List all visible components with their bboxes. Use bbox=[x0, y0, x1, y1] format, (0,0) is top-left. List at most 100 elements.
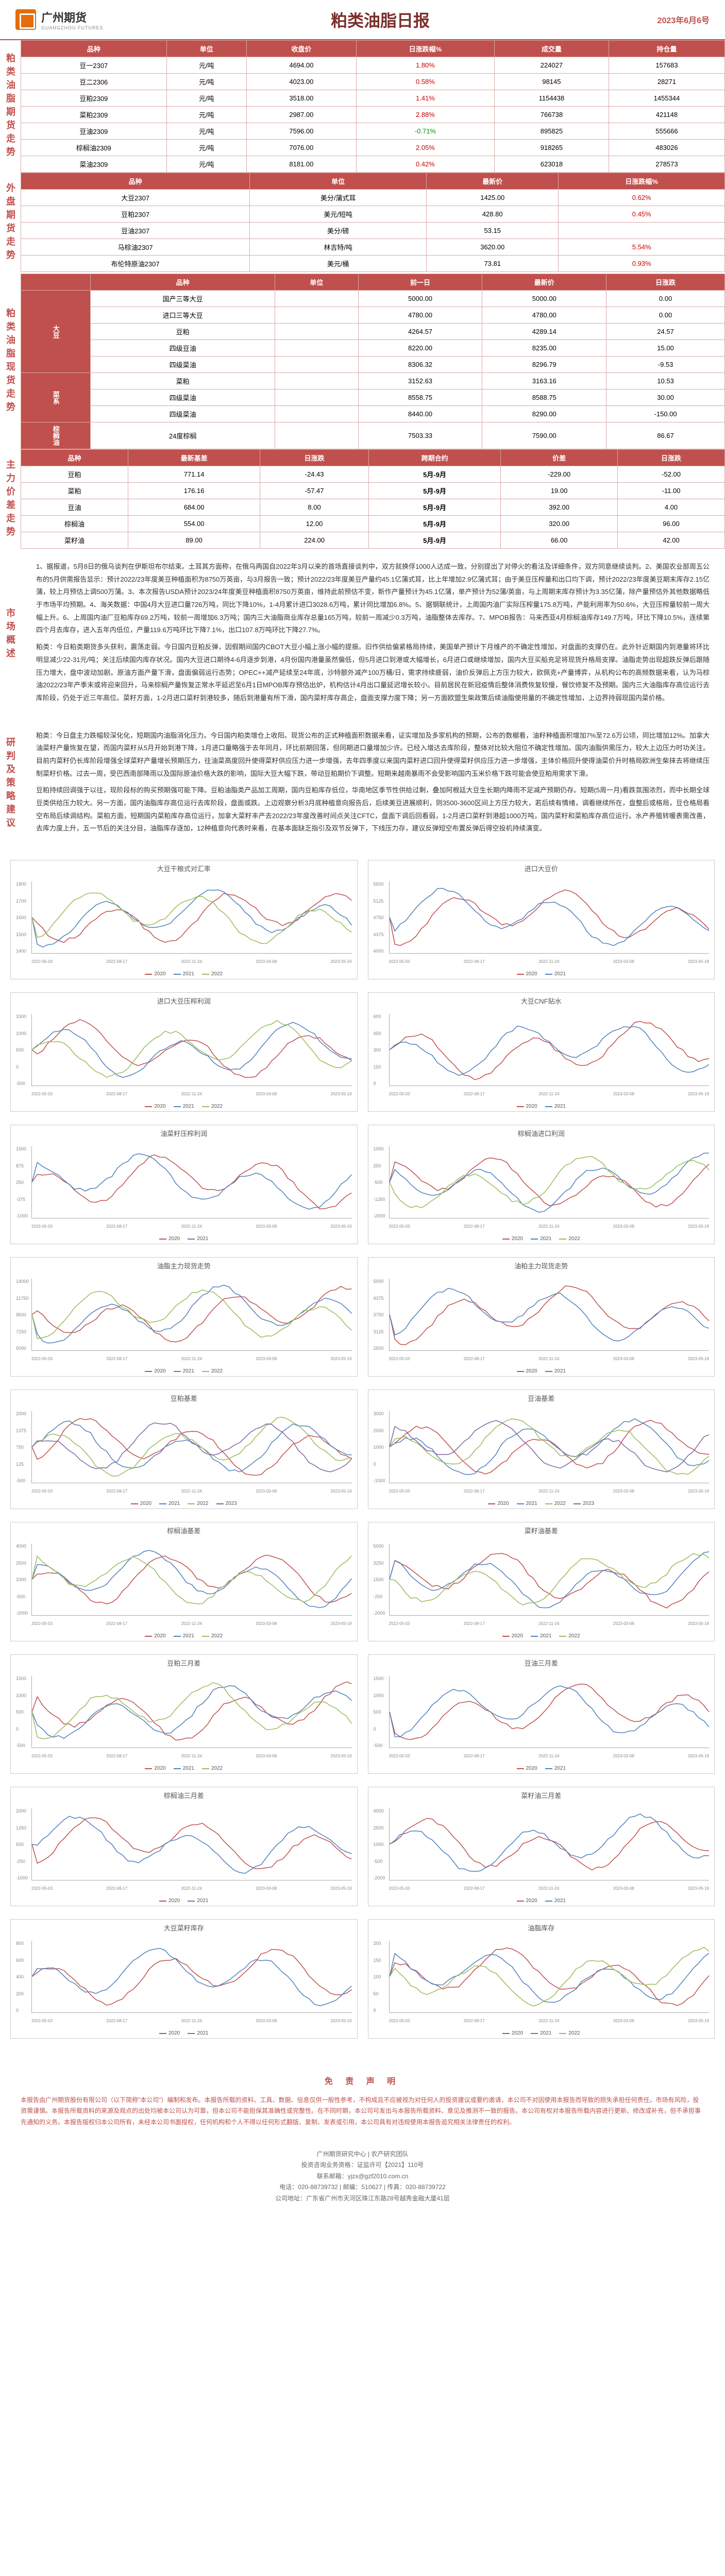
y-axis: 150010005000-500 bbox=[374, 1676, 384, 1748]
y-axis: 6004503001500 bbox=[374, 1014, 381, 1086]
table-row: 菜籽油89.00224.005月-9月66.0042.00 bbox=[21, 532, 725, 549]
chart-box: 油脂库存 200150100500 2022-05-032022-08-1720… bbox=[368, 1919, 715, 2039]
table-row: 豆粕4264.574289.1424.57 bbox=[21, 324, 725, 340]
y-axis: 150010005000-500 bbox=[16, 1676, 26, 1748]
footer-line: 投资咨询业务资格：证监许可【2021】110号 bbox=[8, 2160, 717, 2171]
paragraph: 粕类：今日粕类期货多头获利，震荡走弱。今日国内豆粕反弹，因假期间国内CBOT大豆… bbox=[36, 641, 710, 704]
chart-title: 进口大豆价 bbox=[368, 860, 715, 876]
spot-price-table: 品种单位前一日最新价日涨跌 大豆国产三等大豆5000.005000.000.00… bbox=[21, 274, 725, 449]
chart-legend: 20202021 bbox=[11, 1896, 357, 1906]
cell: 19.00 bbox=[501, 483, 618, 499]
table-row: 豆一2307元/吨4694.001.80%224027157683 bbox=[21, 57, 725, 74]
chart-legend: 202020212022 bbox=[368, 1234, 715, 1244]
spread-table: 品种最新基差日涨跌跨期合约价差日涨跌 豆粕771.14-24.435月-9月-2… bbox=[21, 449, 725, 549]
cell: 421148 bbox=[609, 107, 724, 123]
cell: 3152.63 bbox=[358, 373, 482, 389]
cell: 684.00 bbox=[128, 499, 260, 516]
cell: 0.58% bbox=[356, 74, 494, 90]
col-header: 日涨跌 bbox=[606, 274, 725, 291]
cell: 棕榈油 bbox=[21, 516, 128, 532]
x-axis: 2022-05-032022-08-172022-11-242023-03-08… bbox=[389, 1621, 710, 1626]
disclaimer: 免 责 声 明 本报告由广州期货股份有限公司（以下简称"本公司"）编制和发布。本… bbox=[0, 2062, 725, 2141]
y-axis: 400025001000-500-2000 bbox=[16, 1544, 28, 1616]
cell: 918265 bbox=[495, 140, 609, 156]
cell: 四级菜油 bbox=[91, 357, 275, 373]
cell: 美分/蒲式耳 bbox=[250, 190, 427, 206]
chart-plot bbox=[31, 1279, 352, 1351]
chart-plot bbox=[31, 1941, 352, 2013]
chart-title: 油粕主力现货走势 bbox=[368, 1258, 715, 1274]
legend-item: 2021 bbox=[545, 1766, 566, 1771]
legend-item: 2021 bbox=[531, 1236, 551, 1242]
chart-plot bbox=[31, 1146, 352, 1218]
x-axis: 2022-05-032022-08-172022-11-242023-03-08… bbox=[389, 1092, 710, 1096]
chart-box: 菜籽油基差 500032501500-250-2000 2022-05-0320… bbox=[368, 1522, 715, 1641]
table-row: 四级豆油8220.008235.0015.00 bbox=[21, 340, 725, 357]
legend-item: 2020 bbox=[488, 1501, 509, 1506]
cell: 菜油2309 bbox=[21, 156, 167, 173]
legend-item: 2020 bbox=[517, 1104, 537, 1109]
footer-line: 公司地址：广东省广州市天河区珠江东路28号越秀金融大厦41层 bbox=[8, 2193, 717, 2205]
legend-item: 2020 bbox=[131, 1501, 151, 1506]
cell: 豆油2307 bbox=[21, 223, 250, 239]
cell: 3518.00 bbox=[246, 90, 356, 107]
cell: 菜粕 bbox=[21, 483, 128, 499]
chart-legend: 20202021 bbox=[368, 1101, 715, 1111]
cell bbox=[275, 357, 358, 373]
cell: 12.00 bbox=[260, 516, 369, 532]
cell: 8558.75 bbox=[358, 389, 482, 406]
cell: 157683 bbox=[609, 57, 724, 74]
legend-item: 2020 bbox=[159, 1898, 180, 1904]
legend-item: 2020 bbox=[145, 1766, 165, 1771]
cell: 美分/磅 bbox=[250, 223, 427, 239]
table-row: 大豆2307美分/蒲式耳1425.000.62% bbox=[21, 190, 725, 206]
cell: 278573 bbox=[609, 156, 724, 173]
table-row: 四级菜油8558.758588.7530.00 bbox=[21, 389, 725, 406]
y-axis: 55005125475043754000 bbox=[374, 882, 384, 954]
table-row: 豆油2309元/吨7596.00-0.71%895825555666 bbox=[21, 123, 725, 140]
x-axis: 2022-05-032022-08-172022-11-242023-03-08… bbox=[389, 1886, 710, 1891]
chart-box: 豆油三月差 150010005000-500 2022-05-032022-08… bbox=[368, 1654, 715, 1774]
chart-plot bbox=[389, 1146, 710, 1218]
chart-plot bbox=[389, 1411, 710, 1483]
cell: 元/吨 bbox=[166, 74, 246, 90]
section-label-spot: 粕类油脂现货走势 bbox=[0, 274, 21, 449]
cell: 0.00 bbox=[606, 291, 725, 307]
domestic-futures-table: 品种单位收盘价日涨跌幅%成交量持仓量 豆一2307元/吨4694.001.80%… bbox=[21, 40, 725, 173]
y-axis: 500032501500-250-2000 bbox=[374, 1544, 385, 1616]
cell: 7503.33 bbox=[358, 422, 482, 449]
legend-item: 2020 bbox=[159, 2030, 180, 2036]
cell: 8181.00 bbox=[246, 156, 356, 173]
report-title: 粕类油脂日报 bbox=[104, 8, 657, 31]
cell: 5月-9月 bbox=[368, 516, 500, 532]
col-header: 日涨跌幅% bbox=[559, 173, 725, 190]
cell: 棕榈油2309 bbox=[21, 140, 167, 156]
col-header: 单位 bbox=[275, 274, 358, 291]
cell bbox=[275, 307, 358, 324]
cell: 10.53 bbox=[606, 373, 725, 389]
strategy-text: 粕类：今日盘主力跌幅较深化化，短期国内油脂消化压力。今日国内粕类增仓上收阳。现货… bbox=[21, 719, 725, 850]
table-row: 进口三等大豆4780.004780.000.00 bbox=[21, 307, 725, 324]
cell: -150.00 bbox=[606, 406, 725, 422]
col-header: 跨期合约 bbox=[368, 450, 500, 466]
cell: 豆一2307 bbox=[21, 57, 167, 74]
legend-item: 2021 bbox=[545, 1898, 566, 1904]
x-axis: 2022-05-032022-08-172022-11-242023-03-08… bbox=[389, 2019, 710, 2023]
paragraph: 豆粕持续回调强于以往，现阶段标的购买预期强可能下降。豆粕油脂类产品加工周期，国内… bbox=[36, 784, 710, 835]
chart-legend: 202020212022 bbox=[368, 1631, 715, 1641]
col-header: 日涨跌幅% bbox=[356, 41, 494, 57]
cell: 8588.75 bbox=[482, 389, 606, 406]
x-axis: 2022-05-032022-08-172022-11-242023-03-08… bbox=[31, 1621, 352, 1626]
section-label-foreign: 外盘期货走势 bbox=[0, 173, 21, 274]
chart-legend: 202020212022 bbox=[11, 1366, 357, 1376]
y-axis: 20001250500-250-1000 bbox=[16, 1808, 28, 1880]
cell: 5月-9月 bbox=[368, 532, 500, 549]
cell: 四级菜油 bbox=[91, 406, 275, 422]
chart-box: 菜籽油三月差 400025001000-500-2000 2022-05-032… bbox=[368, 1787, 715, 1906]
y-axis: 1000250-500-1250-2000 bbox=[374, 1146, 385, 1218]
cell: 392.00 bbox=[501, 499, 618, 516]
y-axis: 8006004002000 bbox=[16, 1941, 24, 2013]
cell: 7590.00 bbox=[482, 422, 606, 449]
legend-item: 2020 bbox=[517, 971, 537, 977]
col-header: 单位 bbox=[250, 173, 427, 190]
